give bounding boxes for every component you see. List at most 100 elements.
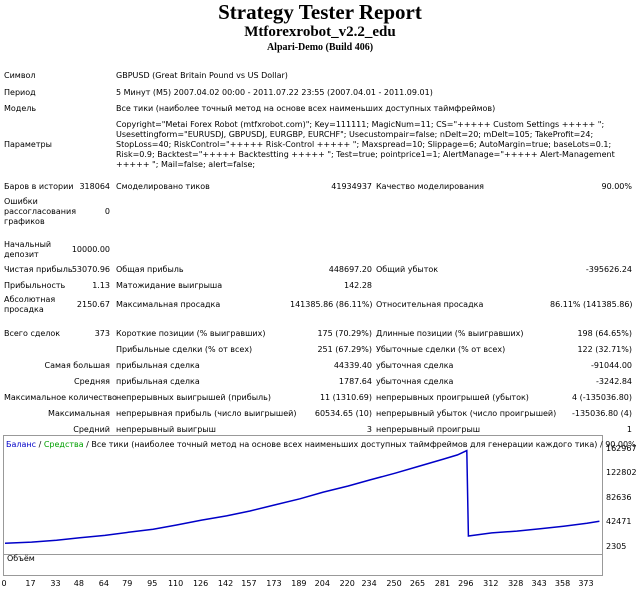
expected-label: Матожидание выигрыша — [116, 281, 223, 290]
x-tick-label: 33 — [50, 579, 61, 588]
short-label: Короткие позиции (% выигравших) — [116, 329, 266, 338]
average-label: Средняя — [74, 377, 110, 386]
y-tick-label: 42471 — [606, 517, 632, 527]
absdd-value: 2150.67 — [76, 300, 110, 309]
x-tick-label: 296 — [458, 579, 474, 588]
maxcount-losses-value: 4 (-135036.80) — [571, 393, 632, 402]
params-label: Параметры — [4, 140, 52, 149]
legend-rest: / Все тики (наиболее точный метод на осн… — [83, 440, 636, 449]
maxdd-label: Максимальная просадка — [116, 300, 221, 309]
errors-value: 0 — [104, 207, 110, 216]
x-tick-label: 173 — [266, 579, 282, 588]
ticks-label: Смоделировано тиков — [116, 182, 210, 191]
x-tick-label: 95 — [147, 579, 158, 588]
x-tick-label: 204 — [314, 579, 330, 588]
largest-loss-value: -91044.00 — [590, 361, 632, 370]
trades-label: Всего сделок — [4, 329, 61, 338]
expert-name: Mtforexrobot_v2.2_edu — [244, 24, 396, 40]
legend-balance: Баланс — [6, 440, 37, 449]
reldd-value: 86.11% (141385.86) — [550, 300, 633, 309]
x-tick-label: 0 — [1, 579, 7, 588]
largest-loss-label: убыточная сделка — [376, 361, 454, 370]
largest-profit-label: прибыльная сделка — [116, 361, 200, 370]
long-value: 198 (64.65%) — [577, 329, 632, 338]
quality-value: 90.00% — [601, 182, 632, 191]
profittrades-value: 251 (67.29%) — [317, 345, 372, 354]
netprofit-value: 53070.96 — [71, 265, 110, 274]
quality-label: Качество моделирования — [376, 182, 484, 191]
x-tick-label: 126 — [192, 579, 209, 588]
params-value: Copyright="Metai Forex Robot (mtfxrobot.… — [116, 120, 615, 169]
absdd-label: Абсолютная просадка — [4, 295, 56, 314]
y-tick-label: 2305 — [606, 542, 627, 551]
y-tick-label: 162967 — [606, 444, 637, 453]
period-label: Период — [4, 88, 36, 97]
x-tick-label: 358 — [554, 579, 571, 588]
x-tick-label: 373 — [578, 579, 594, 588]
maxdd-value: 141385.86 (86.11%) — [290, 300, 373, 309]
avgcons-label: Средний — [73, 425, 110, 434]
x-tick-label: 281 — [434, 579, 451, 588]
grossprofit-label: Общая прибыль — [116, 265, 184, 274]
average-profit-label: прибыльная сделка — [116, 377, 200, 386]
losstrades-label: Убыточные сделки (% от всех) — [376, 345, 506, 354]
maximal-loss-value: -135036.80 (4) — [571, 409, 632, 418]
short-value: 175 (70.29%) — [317, 329, 372, 338]
x-tick-label: 265 — [409, 579, 426, 588]
symbol-value: GBPUSD (Great Britain Pound vs US Dollar… — [116, 71, 288, 80]
balance-chart-svg — [4, 449, 600, 545]
model-label: Модель — [4, 104, 37, 113]
bars-value: 318064 — [79, 182, 110, 191]
netprofit-label: Чистая прибыль — [4, 265, 73, 274]
pf-value: 1.13 — [92, 281, 110, 290]
x-tick-label: 328 — [508, 579, 524, 588]
legend-sep: / — [36, 440, 44, 449]
y-tick-label: 82636 — [606, 493, 632, 502]
avgcons-losses-label: непрерывный проигрыш — [376, 425, 481, 434]
largest-label: Самая большая — [44, 361, 110, 370]
profittrades-label: Прибыльные сделки (% от всех) — [116, 345, 253, 354]
grossloss-value: -395626.24 — [585, 265, 632, 274]
x-tick-label: 17 — [25, 579, 36, 588]
x-tick-label: 189 — [291, 579, 307, 588]
avgcons-losses-value: 1 — [626, 425, 632, 434]
average-loss-value: -3242.84 — [596, 377, 632, 386]
y-tick-label: 122802 — [606, 468, 637, 478]
deposit-value: 10000.00 — [71, 245, 110, 254]
chart-legend: Баланс / Средства / Все тики (наиболее т… — [6, 440, 636, 449]
legend-equity: Средства — [43, 440, 84, 449]
balance-line — [4, 449, 600, 545]
largest-profit-value: 44339.40 — [333, 361, 372, 370]
maxcount-wins-value: 11 (1310.69) — [319, 393, 372, 402]
bars-label: Баров в истории — [4, 182, 74, 191]
maximal-profit-label: непрерывная прибыль (число выигрышей) — [116, 409, 297, 418]
x-tick-label: 79 — [122, 579, 133, 588]
average-profit-value: 1787.64 — [338, 377, 372, 386]
model-value: Все тики (наиболее точный метод на основ… — [116, 104, 496, 113]
maximal-label: Максимальная — [48, 409, 110, 418]
x-tick-label: 312 — [483, 579, 499, 588]
avgcons-wins-label: непрерывный выигрыш — [116, 425, 216, 434]
errors-label: Ошибки рассогласования графиков — [4, 197, 77, 226]
period-value: 5 Минут (M5) 2007.04.02 00:00 - 2011.07.… — [116, 88, 433, 97]
avgcons-wins-value: 3 — [366, 425, 372, 434]
expected-value: 142.28 — [344, 281, 372, 290]
maxcount-wins-label: непрерывных выигрышей (прибыль) — [116, 393, 271, 402]
report-title: Strategy Tester Report — [218, 0, 422, 24]
reldd-label: Относительная просадка — [376, 300, 484, 309]
average-loss-label: убыточная сделка — [376, 377, 454, 386]
deposit-label: Начальный депозит — [4, 240, 52, 259]
maxcount-losses-label: непрерывных проигрышей (убыток) — [376, 393, 529, 402]
symbol-label: Символ — [4, 71, 36, 80]
maximal-profit-value: 60534.65 (10) — [314, 409, 372, 418]
x-tick-label: 343 — [531, 579, 547, 588]
pf-label: Прибыльность — [4, 281, 66, 290]
ticks-value: 41934937 — [331, 182, 372, 191]
x-tick-label: 48 — [73, 579, 84, 588]
x-tick-label: 157 — [241, 579, 257, 588]
long-label: Длинные позиции (% выигравших) — [376, 329, 524, 338]
x-tick-label: 142 — [217, 579, 234, 588]
x-tick-label: 234 — [361, 579, 377, 588]
volume-label: Объём — [7, 554, 35, 563]
x-tick-label: 110 — [167, 579, 184, 588]
